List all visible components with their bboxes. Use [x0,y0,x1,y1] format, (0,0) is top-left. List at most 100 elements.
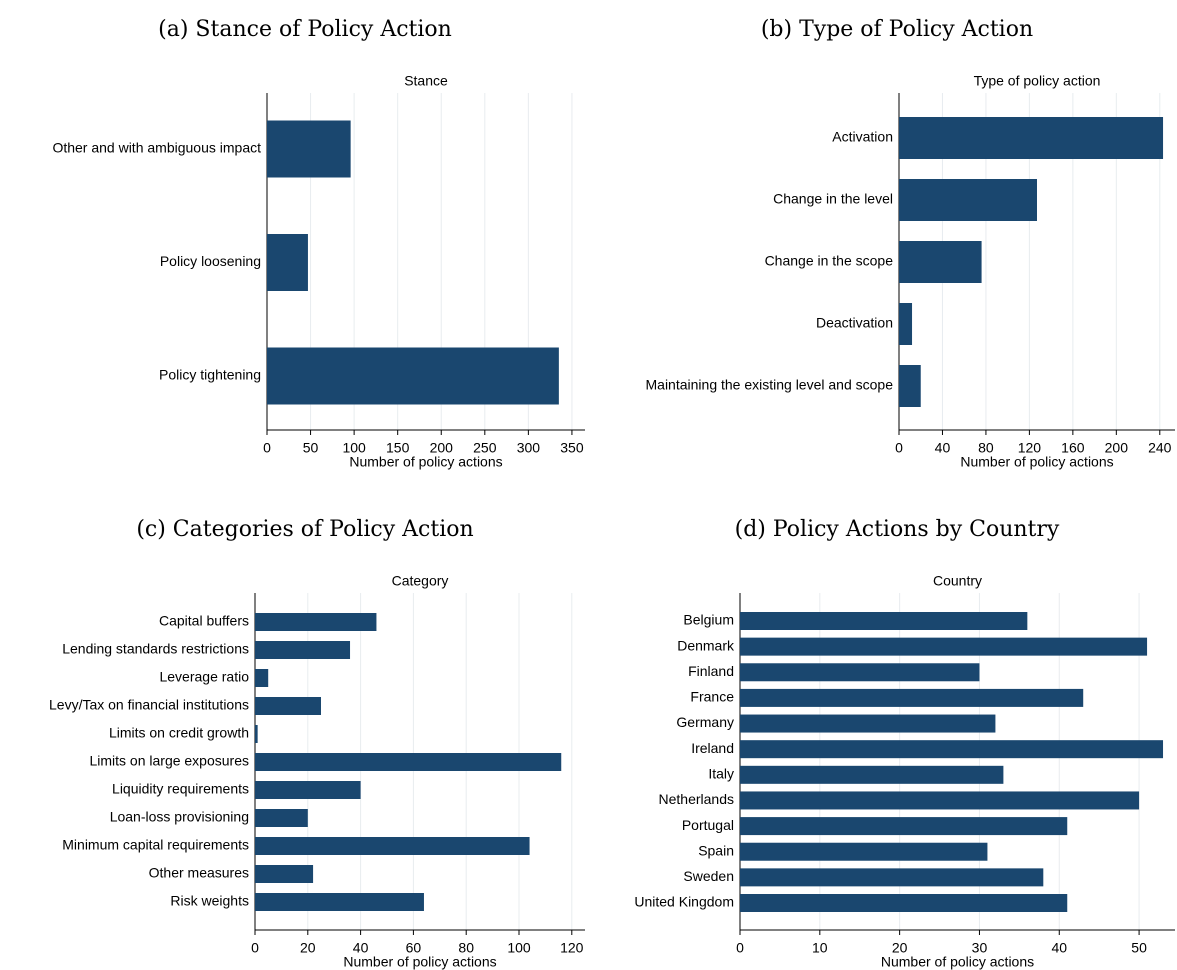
y-tick-label: France [690,689,734,705]
y-tick-label: United Kingdom [634,894,734,910]
bar [255,641,351,659]
x-tick-label: 240 [1148,440,1172,456]
x-axis-label: Number of policy actions [343,954,496,970]
x-axis-label: Number of policy actions [960,454,1113,470]
bar [255,725,258,743]
x-tick-label: 0 [263,440,271,456]
bar [267,347,559,405]
bar [255,669,269,687]
bar [255,893,424,911]
bar [740,740,1164,759]
bar [740,688,1084,707]
x-tick-label: 100 [507,940,531,956]
y-tick-label: Spain [698,842,734,858]
y-tick-label: Sweden [683,868,734,884]
bar [255,753,562,771]
y-tick-label: Minimum capital requirements [62,837,249,853]
y-tick-label: Lending standards restrictions [62,641,249,657]
bar [255,865,314,883]
x-tick-label: 200 [1105,440,1129,456]
bar [255,809,308,827]
bar [740,663,980,682]
bar [740,714,996,733]
bar [740,868,1044,887]
caption: (b) Type of Policy Action [761,17,1033,42]
x-tick-label: 100 [342,440,366,456]
bar [899,241,982,283]
x-axis-label: Number of policy actions [349,454,502,470]
y-tick-label: Portugal [682,817,734,833]
bar [740,817,1068,836]
x-tick-label: 20 [892,940,908,956]
x-tick-label: 120 [1018,440,1042,456]
chart-title: Category [392,573,449,589]
x-tick-label: 40 [935,440,951,456]
bar [740,765,1004,784]
bar [899,365,921,407]
bar [740,612,1028,630]
x-tick-label: 120 [560,940,584,956]
y-tick-label: Change in the scope [765,253,894,269]
x-tick-label: 160 [1061,440,1085,456]
y-tick-label: Deactivation [816,315,893,331]
x-tick-label: 50 [303,440,319,456]
y-tick-label: Limits on credit growth [109,725,249,741]
y-tick-label: Levy/Tax on financial institutions [49,697,249,713]
bar [255,837,530,855]
bar [740,894,1068,912]
y-tick-label: Liquidity requirements [112,781,249,797]
y-tick-label: Finland [688,663,734,679]
y-tick-label: Risk weights [170,893,249,909]
x-tick-label: 150 [386,440,410,456]
y-tick-label: Change in the level [773,191,893,207]
bar [267,234,308,291]
bar [267,120,351,178]
chart-title: Type of policy action [974,73,1101,89]
x-tick-label: 30 [972,940,988,956]
bar [899,117,1164,159]
x-tick-label: 0 [895,440,903,456]
x-tick-label: 40 [353,940,369,956]
x-tick-label: 40 [1051,940,1067,956]
caption: (c) Categories of Policy Action [136,517,473,542]
y-tick-label: Belgium [683,612,734,628]
x-tick-label: 80 [978,440,994,456]
x-tick-label: 60 [406,940,422,956]
y-tick-label: Italy [708,766,734,782]
chart-title: Country [933,573,982,589]
x-axis-label: Number of policy actions [881,954,1034,970]
bar [255,697,321,715]
bar [740,637,1148,656]
y-tick-label: Other and with ambiguous impact [52,140,261,156]
y-tick-label: Ireland [691,740,734,756]
x-tick-label: 200 [430,440,454,456]
y-tick-label: Loan-loss provisioning [110,809,249,825]
y-tick-label: Policy loosening [160,253,261,269]
y-tick-label: Denmark [677,637,735,653]
y-tick-label: Activation [832,129,893,145]
bar [899,303,913,345]
y-tick-label: Other measures [149,865,249,881]
x-tick-label: 50 [1131,940,1147,956]
y-tick-label: Leverage ratio [159,669,249,685]
x-tick-label: 0 [251,940,259,956]
chart-title: Stance [404,73,448,89]
x-tick-label: 350 [560,440,584,456]
x-tick-label: 250 [473,440,497,456]
bar [899,179,1037,221]
x-tick-label: 20 [300,940,316,956]
y-tick-label: Policy tightening [159,367,261,383]
bar [255,613,377,631]
y-tick-label: Capital buffers [159,613,249,629]
x-tick-label: 80 [458,940,474,956]
bar [255,781,361,799]
y-tick-label: Germany [676,714,734,730]
x-tick-label: 10 [812,940,828,956]
caption: (d) Policy Actions by Country [735,517,1060,542]
y-tick-label: Maintaining the existing level and scope [646,377,894,393]
bar [740,791,1140,810]
x-tick-label: 300 [517,440,541,456]
x-tick-label: 0 [736,940,744,956]
bar [740,842,988,861]
